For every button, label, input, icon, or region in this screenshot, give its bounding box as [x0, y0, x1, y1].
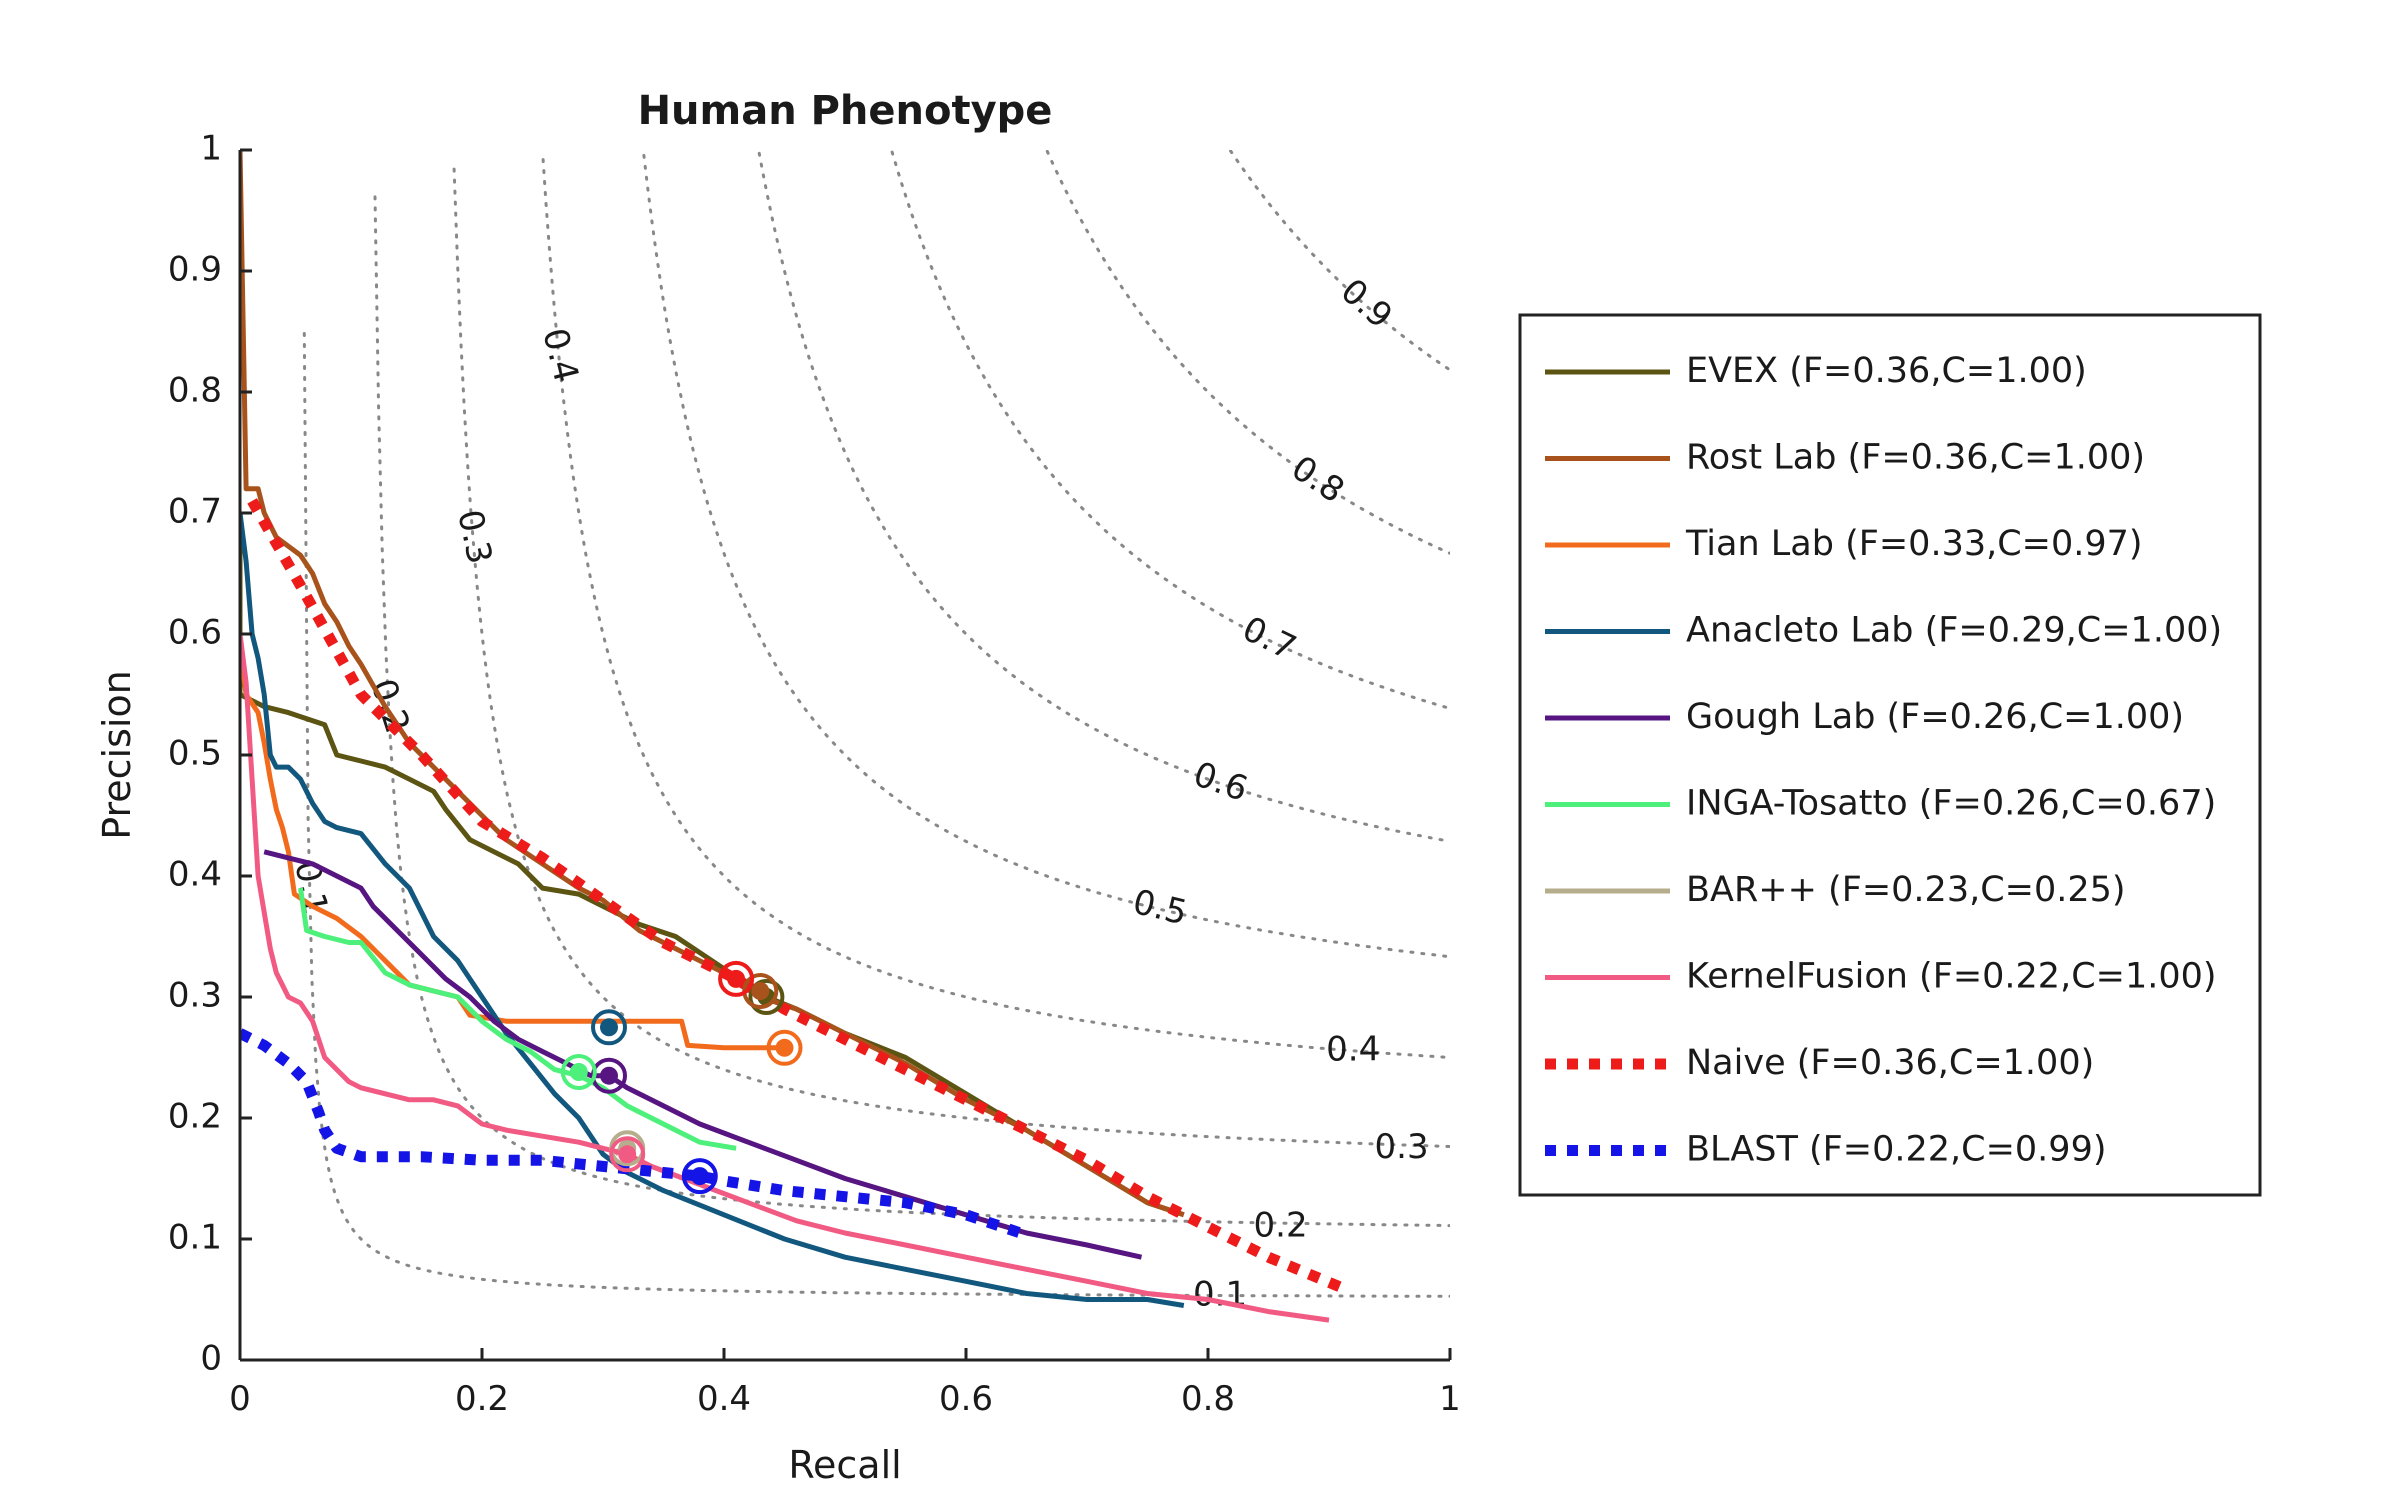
legend: EVEX (F=0.36,C=1.00) Rost Lab (F=0.36,C=1…: [1518, 313, 2262, 1197]
y-tick-label: 0.7: [168, 492, 222, 532]
f-contour-label-0-8: 0.8: [1284, 448, 1351, 511]
y-tick-label: 0.1: [168, 1218, 222, 1258]
y-tick-label: 0.4: [168, 855, 222, 895]
series-lines: [240, 150, 1344, 1323]
series-line-tian-lab: [240, 645, 785, 1051]
y-tick-label: 0: [200, 1339, 222, 1379]
y-tick-label: 0.5: [168, 734, 222, 774]
f-contour-0-5: [642, 153, 1450, 959]
optimal-marker-ring-anacleto-lab: [591, 1009, 627, 1046]
legend-label-tian-lab: Tian Lab (F=0.33,C=0.97): [1685, 524, 2143, 564]
x-tick-label: 0.8: [1181, 1379, 1235, 1419]
f-contour-label-steep-0-3: 0.3: [449, 506, 499, 567]
f-contour-0-8: [1045, 150, 1450, 555]
legend-label-rost-lab: Rost Lab (F=0.36,C=1.00): [1686, 438, 2145, 478]
y-tick-label: 0.3: [168, 976, 222, 1016]
legend-label-kernelfusion: KernelFusion (F=0.22,C=1.00): [1686, 957, 2217, 997]
optimal-point-markers: [560, 960, 803, 1195]
optimal-marker-ring-naive: [718, 960, 755, 997]
optimal-marker-ring-kernelfusion: [609, 1136, 646, 1173]
y-axis-label: Precision: [95, 670, 139, 840]
f-contour-label-0-9: 0.9: [1333, 271, 1400, 337]
legend-label-blast: BLAST (F=0.22,C=0.99): [1686, 1130, 2107, 1170]
legend-label-naive: Naive (F=0.36,C=1.00): [1686, 1043, 2094, 1083]
series-line-blast: [240, 1028, 1023, 1239]
optimal-marker-dot-kernelfusion: [618, 1145, 637, 1164]
optimal-marker-dot-blast: [690, 1167, 709, 1186]
f-contour-0-6: [757, 151, 1450, 843]
optimal-marker-dot-anacleto-lab: [600, 1018, 618, 1037]
legend-label-gough-lab: Gough Lab (F=0.26,C=1.00): [1686, 697, 2184, 737]
legend-label-anacleto-lab: Anacleto Lab (F=0.29,C=1.00): [1686, 611, 2222, 651]
f-measure-contours: [302, 150, 1450, 1298]
y-tick-label: 0.2: [168, 1097, 222, 1137]
legend-items: EVEX (F=0.36,C=1.00) Rost Lab (F=0.36,C=1…: [1545, 351, 2222, 1170]
series-line-kernelfusion: [240, 633, 1330, 1323]
chart-title: Human Phenotype: [638, 88, 1053, 134]
optimal-marker-ring-blast: [681, 1158, 718, 1195]
f-contour-0-4: [541, 158, 1450, 1059]
f-contour-0-1: [302, 332, 1450, 1298]
x-tick-label: 0.4: [697, 1379, 751, 1419]
y-tick-label: 0.6: [168, 613, 222, 653]
f-contour-0-9: [1229, 150, 1450, 372]
f-contour-label-0-4: 0.4: [1326, 1029, 1380, 1069]
y-tick-label: 0.8: [168, 371, 222, 411]
y-tick-label: 0.9: [168, 250, 222, 290]
f-contour-label-0-1: 0.1: [1193, 1274, 1247, 1314]
x-tick-label: 0.6: [939, 1379, 993, 1419]
y-tick-label: 1: [200, 129, 222, 169]
optimal-marker-ring-evex: [748, 979, 785, 1015]
legend-label-bar: BAR++ (F=0.23,C=0.25): [1686, 870, 2126, 910]
legend-label-inga-tosatto: INGA-Tosatto (F=0.26,C=0.67): [1686, 784, 2216, 824]
optimal-marker-dot-naive: [727, 969, 746, 988]
series-line-evex: [240, 525, 1185, 1218]
series-line-naive: [247, 498, 1344, 1293]
optimal-marker-ring-inga-tosatto: [560, 1054, 597, 1090]
x-axis-label: Recall: [788, 1443, 901, 1487]
f-contour-0-3: [452, 167, 1450, 1148]
x-tick-label: 0: [229, 1379, 251, 1419]
series-line-anacleto-lab: [240, 512, 1185, 1308]
optimal-marker-ring-tian-lab: [766, 1029, 803, 1066]
legend-label-evex: EVEX (F=0.36,C=1.00): [1686, 351, 2087, 391]
f-contour-label-0-5: 0.5: [1129, 882, 1191, 934]
x-tick-label: 1: [1439, 1379, 1461, 1419]
f-contour-label-steep-0-4: 0.4: [534, 324, 586, 386]
f-contour-0-7: [890, 150, 1450, 710]
optimal-marker-dot-tian-lab: [775, 1038, 794, 1057]
f-contour-label-0-2: 0.2: [1254, 1205, 1308, 1245]
optimal-marker-dot-rost-lab: [751, 982, 770, 1000]
f-contour-label-0-7: 0.7: [1236, 609, 1302, 669]
legend-box: [1518, 313, 2262, 1197]
axis-ticks: 0 0.2 0.4 0.6 0.8 100.10.20.30.40.50.60.70.80…: [168, 129, 1461, 1420]
series-line-inga-tosatto: [298, 887, 737, 1151]
optimal-marker-dot-inga-tosatto: [569, 1063, 588, 1081]
f-contour-label-0-6: 0.6: [1189, 754, 1253, 809]
optimal-marker-dot-gough-lab: [600, 1066, 618, 1085]
f-contour-label-0-3: 0.3: [1375, 1127, 1429, 1167]
x-tick-label: 0.2: [455, 1379, 509, 1419]
